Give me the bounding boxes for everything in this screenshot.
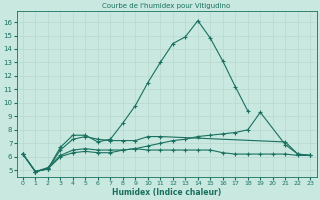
Title: Courbe de l'humidex pour Vitigudino: Courbe de l'humidex pour Vitigudino bbox=[102, 3, 231, 9]
X-axis label: Humidex (Indice chaleur): Humidex (Indice chaleur) bbox=[112, 188, 221, 197]
